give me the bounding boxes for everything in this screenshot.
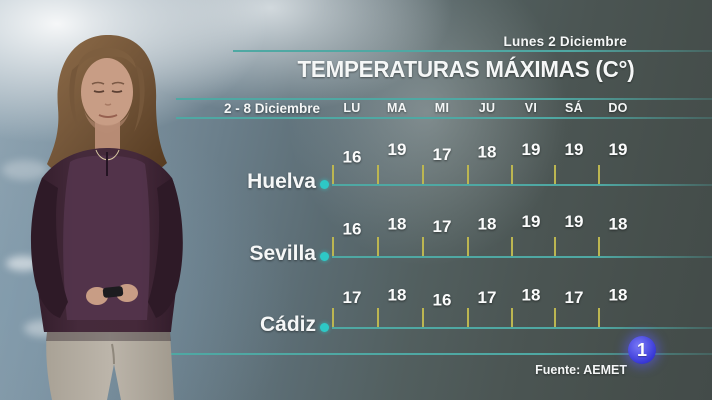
cloud xyxy=(2,160,48,180)
temp-tick xyxy=(598,308,600,327)
bottom-rule xyxy=(148,353,712,355)
city-label-cadiz: Cádiz xyxy=(259,313,316,336)
temp-value: 18 xyxy=(477,142,497,162)
temp-value: 19 xyxy=(564,140,584,159)
temp-value: 18 xyxy=(477,214,497,234)
temp-tick xyxy=(422,237,424,256)
temp-value: 17 xyxy=(564,288,584,307)
city-label-sevilla: Sevilla xyxy=(249,242,316,265)
temp-value: 16 xyxy=(342,147,362,167)
temp-tick xyxy=(598,165,600,184)
temp-tick xyxy=(377,237,379,256)
temp-tick xyxy=(554,237,556,256)
row-line xyxy=(332,256,712,258)
row-line xyxy=(332,184,712,186)
city-label-huelva: Huelva xyxy=(247,170,316,193)
day-label-ma: MA xyxy=(386,101,408,115)
row-dot xyxy=(320,252,329,261)
row-line xyxy=(332,327,712,329)
temp-value: 19 xyxy=(387,140,407,159)
day-label-vi: VI xyxy=(524,101,538,115)
channel-logo-la1: 1 xyxy=(628,336,656,364)
temp-tick xyxy=(598,237,600,256)
temp-tick xyxy=(422,165,424,184)
cloud xyxy=(6,256,40,271)
temp-tick xyxy=(511,308,513,327)
day-label-lu: LU xyxy=(343,101,361,115)
temp-value: 18 xyxy=(608,285,628,305)
temp-tick xyxy=(332,308,334,327)
day-label-mi: MI xyxy=(434,101,450,115)
temp-tick xyxy=(554,308,556,327)
temp-tick xyxy=(332,237,334,256)
row-dot xyxy=(320,180,329,189)
week-range-label: 2 - 8 Diciembre xyxy=(223,101,321,116)
presenter-illustration xyxy=(30,34,183,400)
temp-value: 18 xyxy=(608,214,628,234)
row-dot xyxy=(320,323,329,332)
temp-value: 19 xyxy=(608,140,628,159)
temp-tick xyxy=(511,165,513,184)
temp-value: 16 xyxy=(342,219,362,239)
temp-tick xyxy=(511,237,513,256)
temp-tick xyxy=(332,165,334,184)
date-underline xyxy=(233,50,712,52)
temp-tick xyxy=(554,165,556,184)
day-label-do: DO xyxy=(608,101,628,115)
temp-tick xyxy=(422,308,424,327)
temp-value: 19 xyxy=(521,212,541,231)
day-label-ju: JU xyxy=(478,101,496,115)
temp-value: 18 xyxy=(387,214,407,234)
header-rule-bottom xyxy=(176,117,712,119)
date-label: Lunes 2 Diciembre xyxy=(503,34,627,49)
temp-value: 17 xyxy=(342,288,362,307)
temp-tick xyxy=(467,308,469,327)
temp-tick xyxy=(467,165,469,184)
temp-tick xyxy=(467,237,469,256)
temp-value: 18 xyxy=(387,285,407,305)
temp-value: 17 xyxy=(477,288,497,307)
temp-value: 17 xyxy=(432,145,452,164)
temp-value: 19 xyxy=(564,212,584,231)
temp-tick xyxy=(377,165,379,184)
day-label-sa: SÁ xyxy=(565,101,583,115)
temp-value: 17 xyxy=(432,217,452,236)
temp-tick xyxy=(377,308,379,327)
source-label: Fuente: AEMET xyxy=(535,363,627,377)
header-rule-top xyxy=(176,98,712,100)
temp-value: 16 xyxy=(432,290,452,310)
temp-value: 18 xyxy=(521,285,541,305)
page-title: TEMPERATURAS MÁXIMAS (C°) xyxy=(297,56,635,82)
temp-value: 19 xyxy=(521,140,541,159)
